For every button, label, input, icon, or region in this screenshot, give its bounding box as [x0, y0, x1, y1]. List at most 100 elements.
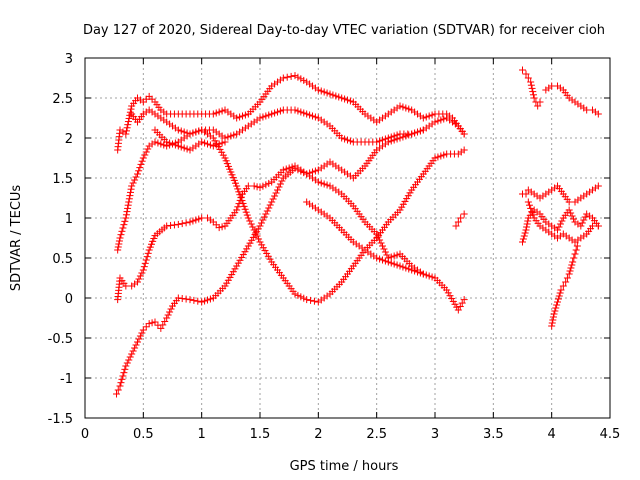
- data-point: [256, 238, 264, 246]
- data-point: [241, 111, 249, 119]
- data-point: [122, 127, 130, 135]
- data-point: [387, 259, 395, 267]
- data-point: [231, 265, 239, 273]
- data-point: [142, 256, 150, 264]
- series-arc-3: [114, 126, 468, 306]
- data-point: [260, 213, 268, 221]
- data-point: [177, 143, 185, 151]
- data-point: [283, 73, 291, 81]
- data-point: [123, 208, 131, 216]
- data-point: [387, 133, 395, 141]
- y-tick-label: 1.5: [52, 172, 73, 187]
- data-point: [404, 192, 412, 200]
- data-point: [239, 112, 246, 120]
- data-point: [183, 129, 191, 137]
- data-point: [425, 272, 433, 280]
- data-point: [127, 188, 134, 196]
- data-point: [138, 329, 146, 337]
- data-point: [240, 202, 248, 210]
- data-point: [578, 219, 586, 227]
- series-arc-11: [519, 182, 602, 206]
- data-point: [294, 291, 302, 299]
- x-tick-label: 2.5: [366, 427, 387, 442]
- data-point: [534, 102, 542, 110]
- data-point: [405, 105, 413, 113]
- data-point: [182, 219, 190, 227]
- data-point: [524, 74, 532, 82]
- data-point: [113, 390, 120, 398]
- data-point: [170, 221, 178, 229]
- data-point: [346, 97, 354, 105]
- data-point: [246, 217, 254, 225]
- data-point: [390, 260, 398, 268]
- data-point: [381, 248, 389, 256]
- data-point: [454, 218, 462, 226]
- data-point: [224, 276, 232, 284]
- data-point: [557, 286, 565, 294]
- plot-frame: [84, 57, 611, 419]
- data-point: [279, 166, 287, 174]
- data-point: [218, 148, 226, 156]
- data-point: [129, 347, 137, 355]
- data-point: [233, 114, 241, 122]
- data-point: [380, 245, 388, 253]
- data-point: [594, 182, 602, 190]
- data-point: [566, 267, 574, 275]
- data-point: [121, 365, 129, 373]
- data-point: [567, 209, 575, 217]
- data-point: [125, 195, 133, 203]
- data-point: [259, 113, 267, 121]
- y-tick-label: 0.5: [52, 252, 73, 267]
- data-point: [161, 317, 169, 325]
- data-point: [212, 141, 220, 149]
- data-point: [215, 224, 223, 232]
- data-point: [248, 236, 256, 244]
- data-point: [116, 234, 124, 242]
- data-point: [527, 204, 535, 212]
- data-point: [594, 110, 602, 118]
- chart-title: Day 127 of 2020, Sidereal Day-to-day VTE…: [83, 23, 605, 38]
- data-point: [120, 221, 128, 229]
- data-point: [379, 242, 386, 250]
- data-point: [244, 214, 252, 222]
- x-tick-label: 4: [548, 427, 556, 442]
- data-point: [149, 237, 157, 245]
- data-point: [530, 94, 538, 102]
- data-point: [320, 180, 328, 188]
- data-point: [422, 113, 430, 121]
- data-point: [256, 114, 264, 122]
- data-point: [171, 141, 179, 149]
- data-point: [137, 160, 145, 168]
- data-point: [275, 183, 283, 191]
- data-point: [242, 208, 250, 216]
- data-point: [384, 134, 392, 142]
- data-point: [226, 273, 234, 281]
- data-point: [233, 206, 241, 214]
- y-tick-label: -0.5: [48, 332, 73, 347]
- data-point: [118, 227, 126, 235]
- data-point: [571, 250, 579, 258]
- data-point: [116, 382, 124, 390]
- series-arc-8: [452, 210, 468, 230]
- data-point: [233, 262, 241, 270]
- data-point: [522, 70, 530, 78]
- data-point: [138, 157, 146, 165]
- data-point: [594, 222, 602, 230]
- data-point: [233, 182, 241, 190]
- data-point: [239, 199, 247, 207]
- data-point: [406, 189, 414, 197]
- data-point: [416, 269, 424, 277]
- data-point: [212, 109, 220, 117]
- data-point: [419, 270, 427, 278]
- data-point: [142, 323, 150, 331]
- data-point: [145, 246, 153, 254]
- data-point: [294, 73, 302, 81]
- data-point: [236, 256, 244, 264]
- data-point: [529, 91, 537, 99]
- data-point: [244, 242, 252, 250]
- data-point: [262, 181, 270, 189]
- data-point: [268, 198, 276, 206]
- data-point: [271, 109, 279, 117]
- data-point: [570, 254, 578, 262]
